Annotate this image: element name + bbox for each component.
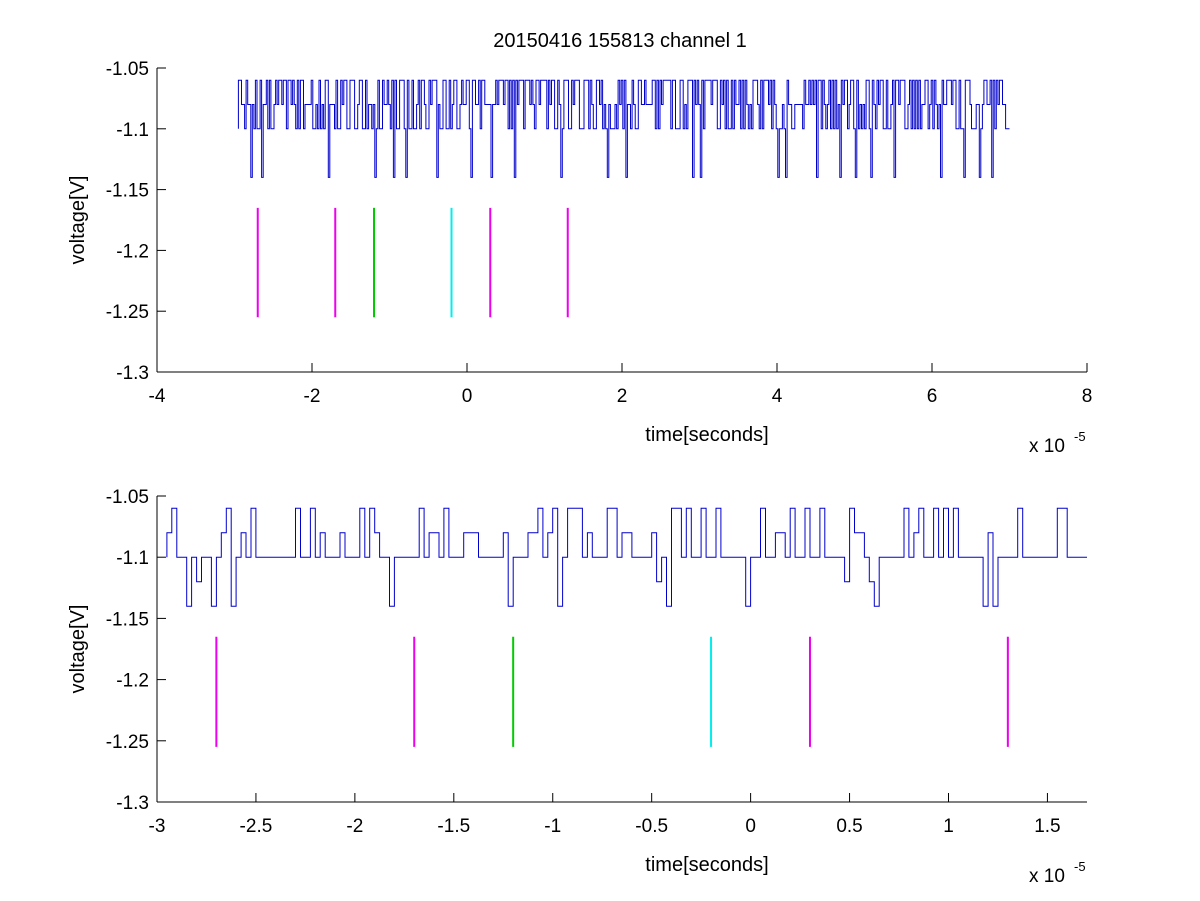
bottom-plot: -3 -2.5 -2 -1.5 -1 -0.5 0 0.5 1 1.5 -1.05 -1.1 -1.15…	[67, 487, 1087, 887]
top-x-tick-label: 4	[772, 386, 783, 407]
top-x-tick-label: -4	[149, 386, 166, 407]
top-marker-layer	[256, 207, 569, 318]
bottom-y-tick-label: -1.3	[116, 793, 149, 814]
bottom-x-tick-label: 1	[943, 816, 954, 837]
bottom-x-tick-label: -1.5	[437, 816, 470, 837]
top-y-tick-label: -1.05	[106, 59, 149, 80]
top-x-tick-label: 6	[927, 386, 938, 407]
top-y-tick-label: -1.15	[106, 181, 149, 202]
top-x-tick-label: 8	[1082, 386, 1093, 407]
top-y-tick-label: -1.3	[116, 363, 149, 384]
bottom-x-tick-label: -1	[544, 816, 561, 837]
bottom-y-tick-label: -1.25	[106, 732, 149, 753]
top-x-multiplier-exponent: -5	[1074, 429, 1086, 444]
top-y-tick-label: -1.25	[106, 302, 149, 323]
bottom-ticks-layer: -3 -2.5 -2 -1.5 -1 -0.5 0 0.5 1 1.5 -1.05 -1.1 -1.15…	[106, 487, 1061, 837]
bottom-x-multiplier: x 10	[1029, 866, 1065, 887]
bottom-x-axis-label: time[seconds]	[645, 854, 768, 876]
top-axes-frame	[156, 68, 1087, 373]
bottom-y-tick-label: -1.15	[106, 609, 149, 630]
top-ticks-layer: -4 -2 0 2 4 6 8 -1.05 -1.1 -1.15 -1.2 -1.25 -1.3	[106, 59, 1093, 407]
bottom-y-tick-label: -1.2	[116, 671, 149, 692]
bottom-x-tick-label: 0.5	[836, 816, 862, 837]
bottom-x-tick-label: -0.5	[635, 816, 668, 837]
top-x-tick-label: -2	[304, 386, 321, 407]
top-plot: -4 -2 0 2 4 6 8 -1.05 -1.1 -1.15 -1.2 -1.25 -1.3 tim…	[67, 59, 1092, 457]
bottom-x-tick-label: -2.5	[240, 816, 273, 837]
top-signal-layer	[237, 79, 1010, 178]
bottom-x-multiplier-exponent: -5	[1074, 859, 1086, 874]
bottom-signal-trace	[166, 507, 1087, 607]
bottom-y-tick-label: -1.1	[116, 548, 149, 569]
top-x-tick-label: 2	[617, 386, 628, 407]
bottom-x-tick-label: 0	[745, 816, 756, 837]
bottom-y-axis-label: voltage[V]	[67, 605, 89, 694]
bottom-y-tick-label: -1.05	[106, 487, 149, 508]
top-x-multiplier: x 10	[1029, 436, 1065, 457]
top-y-tick-label: -1.2	[116, 241, 149, 262]
bottom-signal-layer	[166, 507, 1087, 607]
top-signal-trace	[237, 79, 1010, 178]
bottom-x-tick-label: -3	[149, 816, 166, 837]
bottom-marker-layer	[215, 636, 1009, 747]
top-x-axis-label: time[seconds]	[645, 424, 768, 446]
top-y-axis-label: voltage[V]	[67, 176, 89, 265]
bottom-axes-frame	[156, 496, 1087, 803]
top-x-tick-label: 0	[462, 386, 473, 407]
top-y-tick-label: -1.1	[116, 120, 149, 141]
figure-title: 20150416 155813 channel 1	[493, 30, 747, 52]
bottom-x-tick-label: -2	[346, 816, 363, 837]
bottom-x-tick-label: 1.5	[1034, 816, 1060, 837]
